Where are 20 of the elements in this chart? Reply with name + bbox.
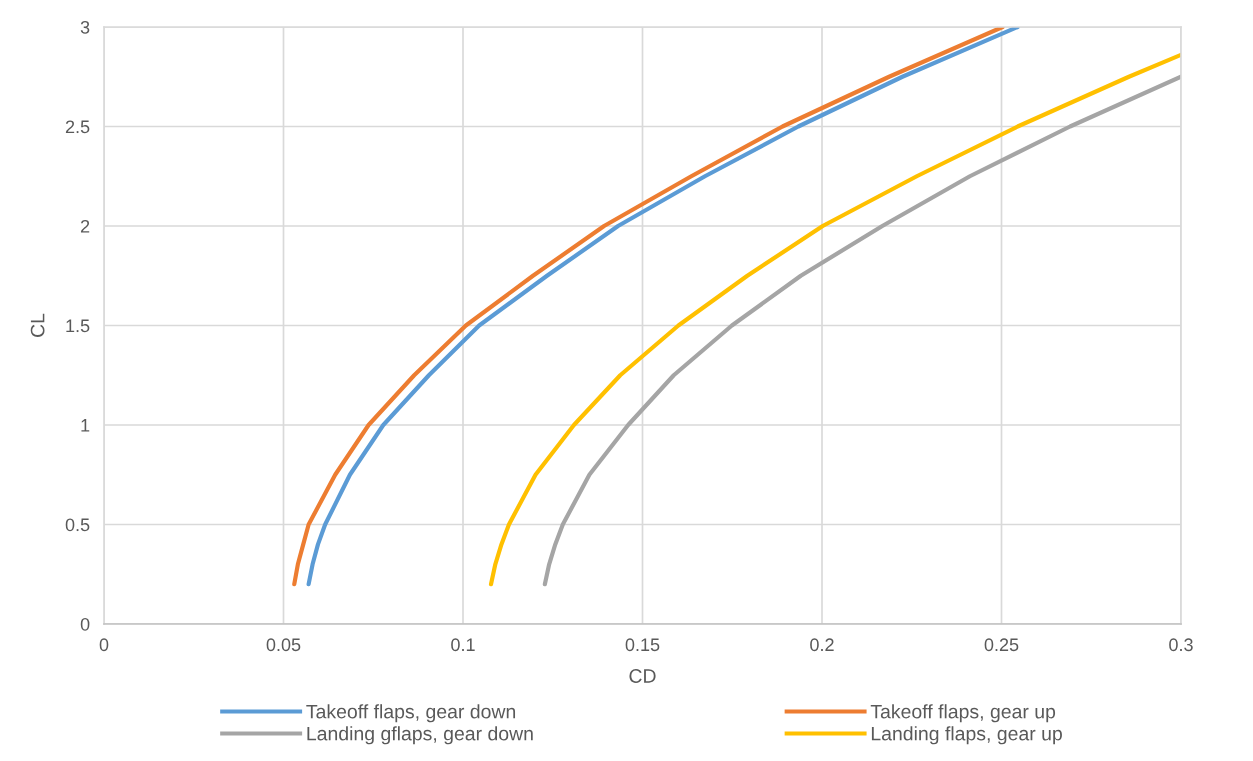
x-tick-label: 0.2 bbox=[810, 638, 834, 652]
legend-label: Takeoff flaps, gear up bbox=[870, 704, 1056, 723]
y-tick-label: 1.5 bbox=[66, 319, 90, 333]
legend-label: Landing flaps, gear up bbox=[871, 726, 1062, 745]
x-tick-label: 0.25 bbox=[984, 638, 1019, 652]
y-axis-title: CL bbox=[30, 313, 45, 337]
legend-label: Takeoff flaps, gear down bbox=[306, 704, 516, 723]
x-tick-label: 0.3 bbox=[1169, 638, 1193, 652]
legend-label: Landing gflaps, gear down bbox=[307, 726, 533, 745]
y-tick-label: 3 bbox=[80, 20, 90, 34]
x-axis-title: CD bbox=[629, 669, 656, 683]
y-tick-label: 2 bbox=[80, 219, 90, 233]
x-tick-label: 0.1 bbox=[451, 638, 475, 652]
x-tick-label: 0.05 bbox=[266, 638, 301, 652]
x-tick-label: 0.15 bbox=[625, 638, 660, 652]
y-tick-label: 2.5 bbox=[65, 120, 90, 134]
y-tick-label: 1 bbox=[81, 419, 90, 432]
y-tick-label: 0.5 bbox=[65, 518, 90, 532]
x-tick-label: 0 bbox=[99, 638, 109, 652]
y-tick-label: 0 bbox=[80, 617, 90, 631]
